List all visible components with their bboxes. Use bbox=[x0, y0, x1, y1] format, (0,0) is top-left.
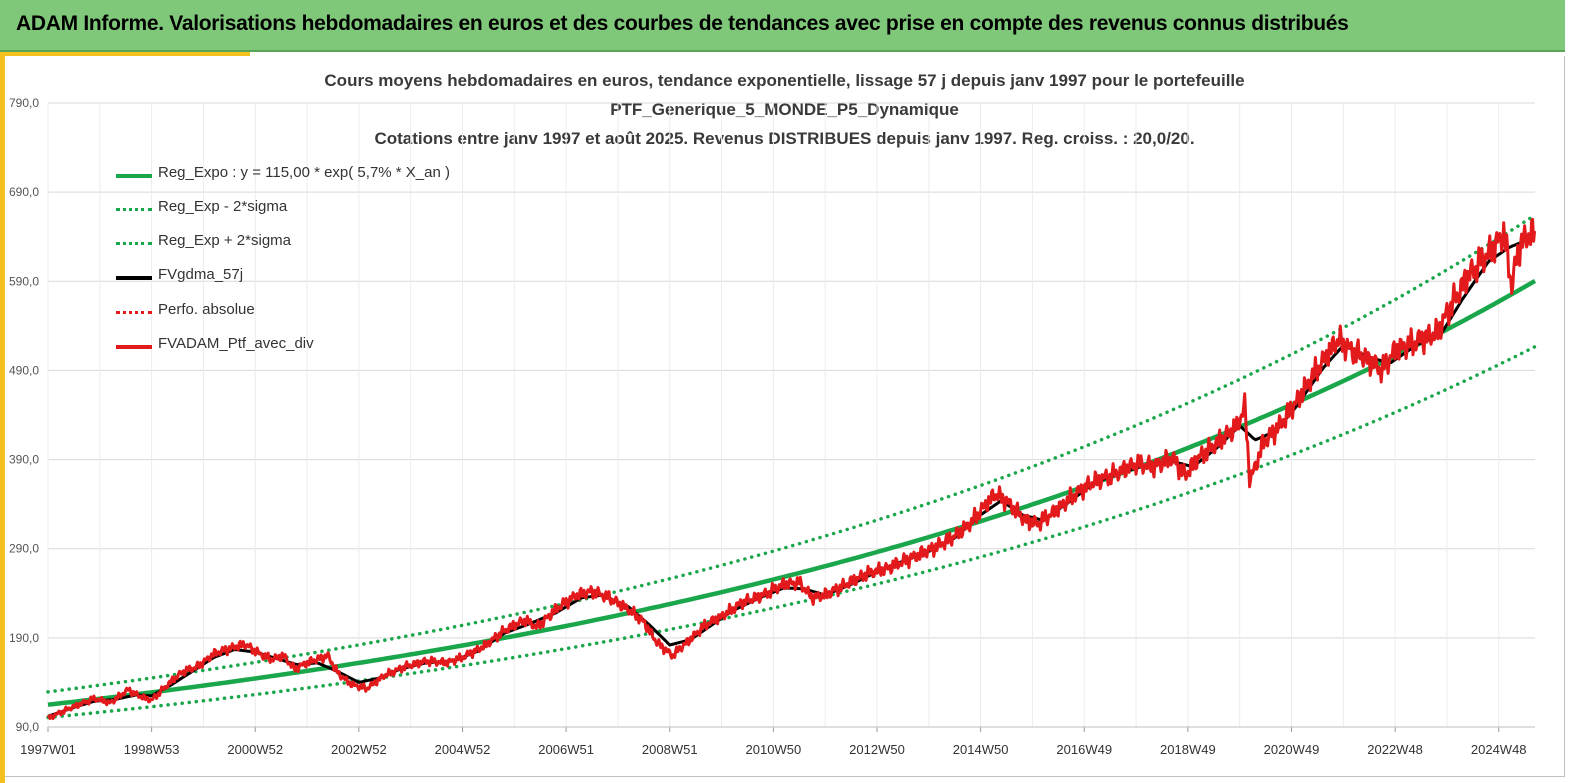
legend-item-perfo: Perfo. absolue bbox=[116, 301, 536, 323]
grid bbox=[47, 102, 1535, 728]
series-fvadam bbox=[46, 217, 1537, 721]
legend-label-perfo: Perfo. absolue bbox=[158, 301, 255, 318]
series-reg-exp-plus bbox=[46, 213, 1537, 694]
y-tick-label: 390,0 bbox=[9, 453, 39, 467]
legend-item-reg-exp-plus: Reg_Exp + 2*sigma bbox=[116, 232, 536, 254]
y-axis: 90,0 190,0 290,0 390,0 490,0 590,0 690,0 790,0 bbox=[9, 96, 39, 734]
x-tick-label: 2020W49 bbox=[1264, 742, 1320, 757]
y-tick-label: 590,0 bbox=[9, 274, 39, 288]
x-tick-label: 1997W01 bbox=[20, 742, 76, 757]
legend-swatch-reg-exp-plus bbox=[116, 242, 152, 245]
legend-label-reg-expo: Reg_Expo : y = 115,00 * exp( 5,7% * X_an… bbox=[158, 164, 450, 181]
legend-item-reg-exp-minus: Reg_Exp - 2*sigma bbox=[116, 198, 536, 220]
legend-swatch-fvgdma bbox=[116, 276, 152, 280]
chart-title-line-3: Cotations entre janv 1997 et août 2025. … bbox=[374, 129, 1195, 148]
chart-frame bbox=[5, 56, 1565, 777]
x-tick-label: 2016W49 bbox=[1056, 742, 1112, 757]
legend-swatch-reg-exp-minus bbox=[116, 208, 152, 211]
x-tick-label: 2006W51 bbox=[538, 742, 594, 757]
legend-label-fvgdma: FVgdma_57j bbox=[158, 266, 244, 283]
y-tick-label: 290,0 bbox=[9, 542, 39, 556]
x-tick-label: 2000W52 bbox=[227, 742, 283, 757]
x-tick-label: 2022W48 bbox=[1367, 742, 1423, 757]
y-tick-label: 790,0 bbox=[9, 96, 39, 110]
x-tick-label: 2010W50 bbox=[746, 742, 802, 757]
x-tick-label: 2024W48 bbox=[1471, 742, 1527, 757]
x-tick-label: 2004W52 bbox=[435, 742, 491, 757]
legend-label-reg-exp-minus: Reg_Exp - 2*sigma bbox=[158, 198, 288, 215]
series-reg-exp-minus bbox=[46, 344, 1537, 720]
legend-label-reg-exp-plus: Reg_Exp + 2*sigma bbox=[158, 232, 291, 249]
accent-bar bbox=[0, 52, 250, 56]
legend-swatch-perfo bbox=[116, 311, 152, 314]
chart-title-line-2: PTF_Generique_5_MONDE_P5_Dynamique bbox=[610, 100, 959, 119]
banner: ADAM Informe. Valorisations hebdomadaire… bbox=[0, 0, 1565, 52]
accent-side bbox=[0, 52, 5, 783]
legend-item-reg-expo: Reg_Expo : y = 115,00 * exp( 5,7% * X_an… bbox=[116, 164, 536, 186]
x-axis: 1997W01 1998W53 2000W52 2002W52 2004W52 2006W… bbox=[20, 726, 1535, 757]
legend-swatch-fvadam bbox=[116, 345, 152, 349]
legend-item-fvgdma: FVgdma_57j bbox=[116, 266, 536, 288]
x-tick-label: 1998W53 bbox=[124, 742, 180, 757]
legend-swatch-reg-expo bbox=[116, 174, 152, 178]
series-lines bbox=[46, 213, 1537, 721]
banner-title: ADAM Informe. Valorisations hebdomadaire… bbox=[16, 12, 1349, 35]
legend-label-fvadam: FVADAM_Ptf_avec_div bbox=[158, 335, 314, 352]
x-tick-label: 2014W50 bbox=[953, 742, 1009, 757]
y-tick-label: 490,0 bbox=[9, 363, 39, 377]
x-tick-label: 2018W49 bbox=[1160, 742, 1216, 757]
x-tick-label: 2002W52 bbox=[331, 742, 387, 757]
y-tick-label: 190,0 bbox=[9, 631, 39, 645]
legend-item-fvadam: FVADAM_Ptf_avec_div bbox=[116, 335, 536, 357]
x-tick-label: 2008W51 bbox=[642, 742, 698, 757]
y-tick-label: 690,0 bbox=[9, 185, 39, 199]
y-tick-label: 90,0 bbox=[16, 720, 40, 734]
chart-title-line-1: Cours moyens hebdomadaires en euros, ten… bbox=[324, 71, 1245, 90]
x-tick-label: 2012W50 bbox=[849, 742, 905, 757]
